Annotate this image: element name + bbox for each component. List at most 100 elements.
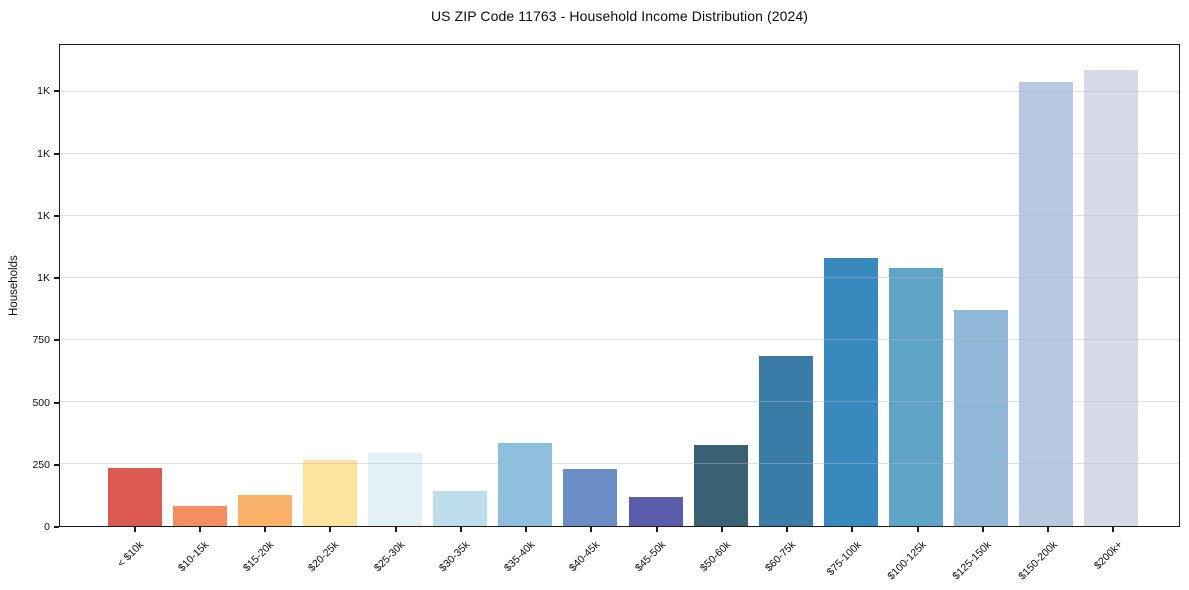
y-tick-label: 250 <box>32 458 50 471</box>
x-tick: $40-45k <box>558 527 623 589</box>
y-tick-label: 1K <box>37 272 50 285</box>
x-tick: $200k+ <box>1080 527 1145 589</box>
y-tick-label: 0 <box>44 521 50 533</box>
y-tick-mark <box>54 214 59 217</box>
y-tick-label: 1K <box>37 85 50 98</box>
bar-slot <box>623 45 688 526</box>
bars-container <box>60 45 1179 526</box>
y-tick: 1K <box>37 85 59 97</box>
x-tick-mark <box>916 527 919 532</box>
x-tick: $100-125k <box>884 527 949 589</box>
y-tick-mark <box>54 463 59 466</box>
y-tick: 500 <box>32 397 59 409</box>
bar-slot <box>1079 45 1144 526</box>
bar-35-40k <box>498 442 553 526</box>
bar-10-15k <box>172 506 227 526</box>
bar-slot <box>818 45 883 526</box>
bar-slot <box>428 45 493 526</box>
x-tick: $30-35k <box>427 527 492 589</box>
y-tick: 1K <box>37 210 59 222</box>
x-tick-label: $10-15k <box>175 538 212 575</box>
y-tick: 250 <box>32 459 59 471</box>
y-tick-label: 750 <box>32 334 50 347</box>
x-tick-label: $200k+ <box>1091 538 1125 572</box>
x-tick-label: $30-35k <box>436 538 473 575</box>
bar-slot <box>753 45 818 526</box>
x-tick-mark <box>786 527 789 532</box>
x-tick-label: $15-20k <box>241 538 277 575</box>
x-tick-mark <box>1047 527 1050 532</box>
x-tick: $20-25k <box>297 527 362 589</box>
x-tick: $35-40k <box>493 527 558 589</box>
x-tick-label: $35-40k <box>502 538 538 575</box>
x-tick-mark <box>525 527 528 532</box>
x-tick-mark <box>720 527 723 532</box>
bar-100-125k <box>889 268 944 526</box>
x-tick: $60-75k <box>754 527 819 589</box>
x-tick-label: $25-30k <box>371 538 407 575</box>
x-tick-mark <box>459 527 462 532</box>
bar-75-100k <box>823 258 878 526</box>
bar-slot <box>232 45 297 526</box>
x-tick-mark <box>198 527 201 532</box>
y-tick-mark <box>54 277 59 280</box>
y-tick-label: 1K <box>37 209 50 222</box>
y-tick-mark <box>54 401 59 404</box>
x-tick-mark <box>329 527 332 532</box>
bar-50-60k <box>693 445 748 526</box>
x-tick-mark <box>981 527 984 532</box>
x-tick-mark <box>133 527 136 532</box>
bar-200k <box>1084 69 1139 526</box>
bar-45-50k <box>628 496 683 526</box>
bar-slot <box>558 45 623 526</box>
x-tick-label: $75-100k <box>824 538 864 579</box>
x-tick-label: $45-50k <box>632 538 668 575</box>
bar-slot <box>949 45 1014 526</box>
x-tick: $45-50k <box>623 527 688 589</box>
x-tick-label: < $10k <box>114 538 146 570</box>
x-tick-mark <box>851 527 854 532</box>
x-tick-mark <box>655 527 658 532</box>
x-tick: < $10k <box>101 527 166 589</box>
y-tick: 1K <box>37 148 59 160</box>
x-tick: $125-150k <box>949 527 1014 589</box>
x-tick: $50-60k <box>688 527 753 589</box>
x-axis-ticks: < $10k $10-15k $15-20k $20-25k $25-30k $30-35… <box>59 527 1180 589</box>
y-tick-mark <box>54 152 59 155</box>
bar-10k <box>107 467 162 526</box>
y-tick-mark <box>54 90 59 93</box>
bar-slot <box>493 45 558 526</box>
x-tick-mark <box>1112 527 1115 532</box>
bar-slot <box>688 45 753 526</box>
bar-slot <box>297 45 362 526</box>
x-tick: $150-200k <box>1015 527 1080 589</box>
y-tick: 750 <box>32 334 59 346</box>
x-tick-mark <box>590 527 593 532</box>
x-tick-label: $125-150k <box>950 538 995 583</box>
plot-area <box>59 44 1180 527</box>
x-tick: $25-30k <box>362 527 427 589</box>
bar-15-20k <box>237 495 292 526</box>
bar-slot <box>363 45 428 526</box>
y-tick-mark <box>54 526 59 528</box>
x-tick-label: $20-25k <box>306 538 342 575</box>
bar-20-25k <box>302 460 357 526</box>
x-tick: $15-20k <box>232 527 297 589</box>
bar-slot <box>102 45 167 526</box>
bar-slot <box>167 45 232 526</box>
chart-title: US ZIP Code 11763 - Household Income Dis… <box>430 8 809 24</box>
bar-60-75k <box>758 356 813 526</box>
bar-slot <box>1014 45 1079 526</box>
bar-40-45k <box>563 468 618 526</box>
x-tick-label: $100-125k <box>885 538 929 583</box>
y-tick-label: 1K <box>37 147 50 160</box>
bar-150-200k <box>1019 82 1074 526</box>
y-tick-mark <box>54 339 59 342</box>
y-tick: 0 <box>44 521 59 533</box>
x-tick-mark <box>394 527 397 532</box>
y-axis-ticks: 0 250 500 750 1K 1K 1K 1K <box>0 44 59 533</box>
bar-slot <box>884 45 949 526</box>
x-tick-label: $60-75k <box>763 538 799 575</box>
bar-30-35k <box>433 491 488 526</box>
